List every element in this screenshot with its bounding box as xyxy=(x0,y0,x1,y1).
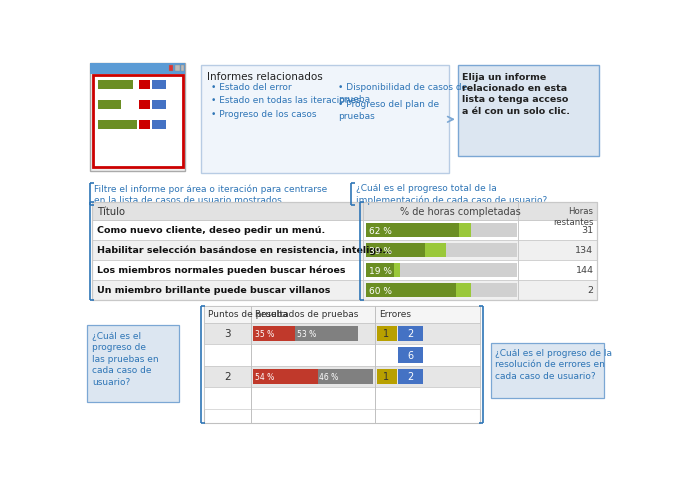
Bar xyxy=(168,66,173,72)
Bar xyxy=(253,369,317,384)
Text: Resultados de pruebas: Resultados de pruebas xyxy=(255,310,358,319)
Bar xyxy=(138,81,150,89)
Text: 144: 144 xyxy=(576,266,593,274)
Bar xyxy=(204,323,479,345)
Bar xyxy=(92,261,597,281)
Bar xyxy=(98,121,137,129)
Text: • Disponibilidad de casos de
prueba: • Disponibilidad de casos de prueba xyxy=(338,83,468,104)
Bar xyxy=(92,202,597,301)
Text: 60 %: 60 % xyxy=(369,286,392,295)
Text: Como nuevo cliente, deseo pedir un menú.: Como nuevo cliente, deseo pedir un menú. xyxy=(96,225,325,234)
Text: Horas
restantes: Horas restantes xyxy=(553,206,593,226)
Text: Elija un informe
relacionado en esta
lista o tenga acceso
a él con un solo clic.: Elija un informe relacionado en esta lis… xyxy=(462,73,570,116)
Text: 2: 2 xyxy=(407,371,414,381)
Text: Un miembro brillante puede buscar villanos: Un miembro brillante puede buscar villan… xyxy=(96,285,330,294)
Text: 31: 31 xyxy=(581,225,593,234)
Bar xyxy=(88,325,179,402)
Text: 2: 2 xyxy=(588,285,593,294)
Text: ¿Cuál es el progreso total de la
implementación de cada caso de usuario?: ¿Cuál es el progreso total de la impleme… xyxy=(355,184,547,205)
Bar xyxy=(377,326,396,341)
Bar xyxy=(398,348,423,363)
Text: 54 %: 54 % xyxy=(255,372,274,381)
Bar xyxy=(92,240,597,261)
Bar xyxy=(175,66,179,72)
Bar xyxy=(365,244,425,258)
Bar xyxy=(204,306,479,323)
Text: 2: 2 xyxy=(224,371,231,381)
Text: 3: 3 xyxy=(224,328,231,338)
Text: Habilitar selección basándose en resistencia, intelige…: Habilitar selección basándose en resiste… xyxy=(96,245,392,255)
Text: • Progreso del plan de
pruebas: • Progreso del plan de pruebas xyxy=(338,100,439,120)
Bar xyxy=(204,306,479,423)
Bar xyxy=(138,121,150,129)
Bar xyxy=(204,345,479,366)
Bar xyxy=(491,343,603,398)
Text: Informes relacionados: Informes relacionados xyxy=(207,72,322,82)
Text: 46 %: 46 % xyxy=(319,372,338,381)
Bar xyxy=(152,101,166,109)
Bar xyxy=(138,101,150,109)
Bar xyxy=(365,264,517,278)
Bar xyxy=(204,366,479,387)
Bar xyxy=(92,281,597,301)
Bar xyxy=(365,224,459,237)
Text: 2: 2 xyxy=(407,328,414,338)
Bar xyxy=(93,76,183,168)
Bar xyxy=(181,66,184,72)
Text: 19 %: 19 % xyxy=(369,266,392,275)
Text: 134: 134 xyxy=(576,245,593,255)
Bar xyxy=(398,326,423,341)
Text: Puntos de prueba: Puntos de prueba xyxy=(208,310,288,319)
Bar xyxy=(92,221,597,240)
Bar xyxy=(377,369,396,384)
Text: Los miembros normales pueden buscar héroes: Los miembros normales pueden buscar héro… xyxy=(96,266,345,275)
Text: 35 %: 35 % xyxy=(255,329,274,338)
Bar xyxy=(204,387,479,409)
Bar xyxy=(365,244,517,258)
Text: % de horas completadas: % de horas completadas xyxy=(400,206,520,216)
Bar xyxy=(459,224,471,237)
Text: 53 %: 53 % xyxy=(297,329,316,338)
Bar xyxy=(200,66,448,174)
Bar xyxy=(90,64,185,171)
Text: Errores: Errores xyxy=(379,310,410,319)
Bar xyxy=(98,101,121,109)
Bar xyxy=(365,284,456,298)
Bar xyxy=(365,284,517,298)
Text: 1: 1 xyxy=(384,371,390,381)
Bar xyxy=(92,202,597,221)
Bar xyxy=(152,81,166,89)
Bar xyxy=(317,369,373,384)
Bar xyxy=(456,284,471,298)
Text: • Progreso de los casos: • Progreso de los casos xyxy=(212,109,317,118)
Text: 1: 1 xyxy=(384,328,390,338)
Bar xyxy=(365,264,394,278)
Bar xyxy=(90,64,185,75)
Bar xyxy=(458,66,599,157)
Bar xyxy=(394,264,400,278)
Text: 6: 6 xyxy=(408,350,414,360)
Text: Filtre el informe por área o iteración para centrarse
en la lista de casos de us: Filtre el informe por área o iteración p… xyxy=(94,184,327,205)
Bar xyxy=(398,369,423,384)
Bar xyxy=(295,326,358,341)
Text: 39 %: 39 % xyxy=(369,246,392,255)
Text: 62 %: 62 % xyxy=(369,226,392,235)
Text: • Estado del error: • Estado del error xyxy=(212,83,292,92)
Text: ¿Cuál es el
progreso de
las pruebas en
cada caso de
usuario?: ¿Cuál es el progreso de las pruebas en c… xyxy=(92,331,158,386)
Text: • Estado en todas las iteraciones: • Estado en todas las iteraciones xyxy=(212,96,361,105)
Bar xyxy=(365,224,517,237)
Text: ¿Cuál es el progreso de la
resolución de errores en
cada caso de usuario?: ¿Cuál es el progreso de la resolución de… xyxy=(495,348,612,380)
Bar xyxy=(98,81,133,89)
Bar xyxy=(152,121,166,129)
Bar xyxy=(425,244,446,258)
Text: Título: Título xyxy=(96,206,125,216)
Bar xyxy=(253,326,295,341)
